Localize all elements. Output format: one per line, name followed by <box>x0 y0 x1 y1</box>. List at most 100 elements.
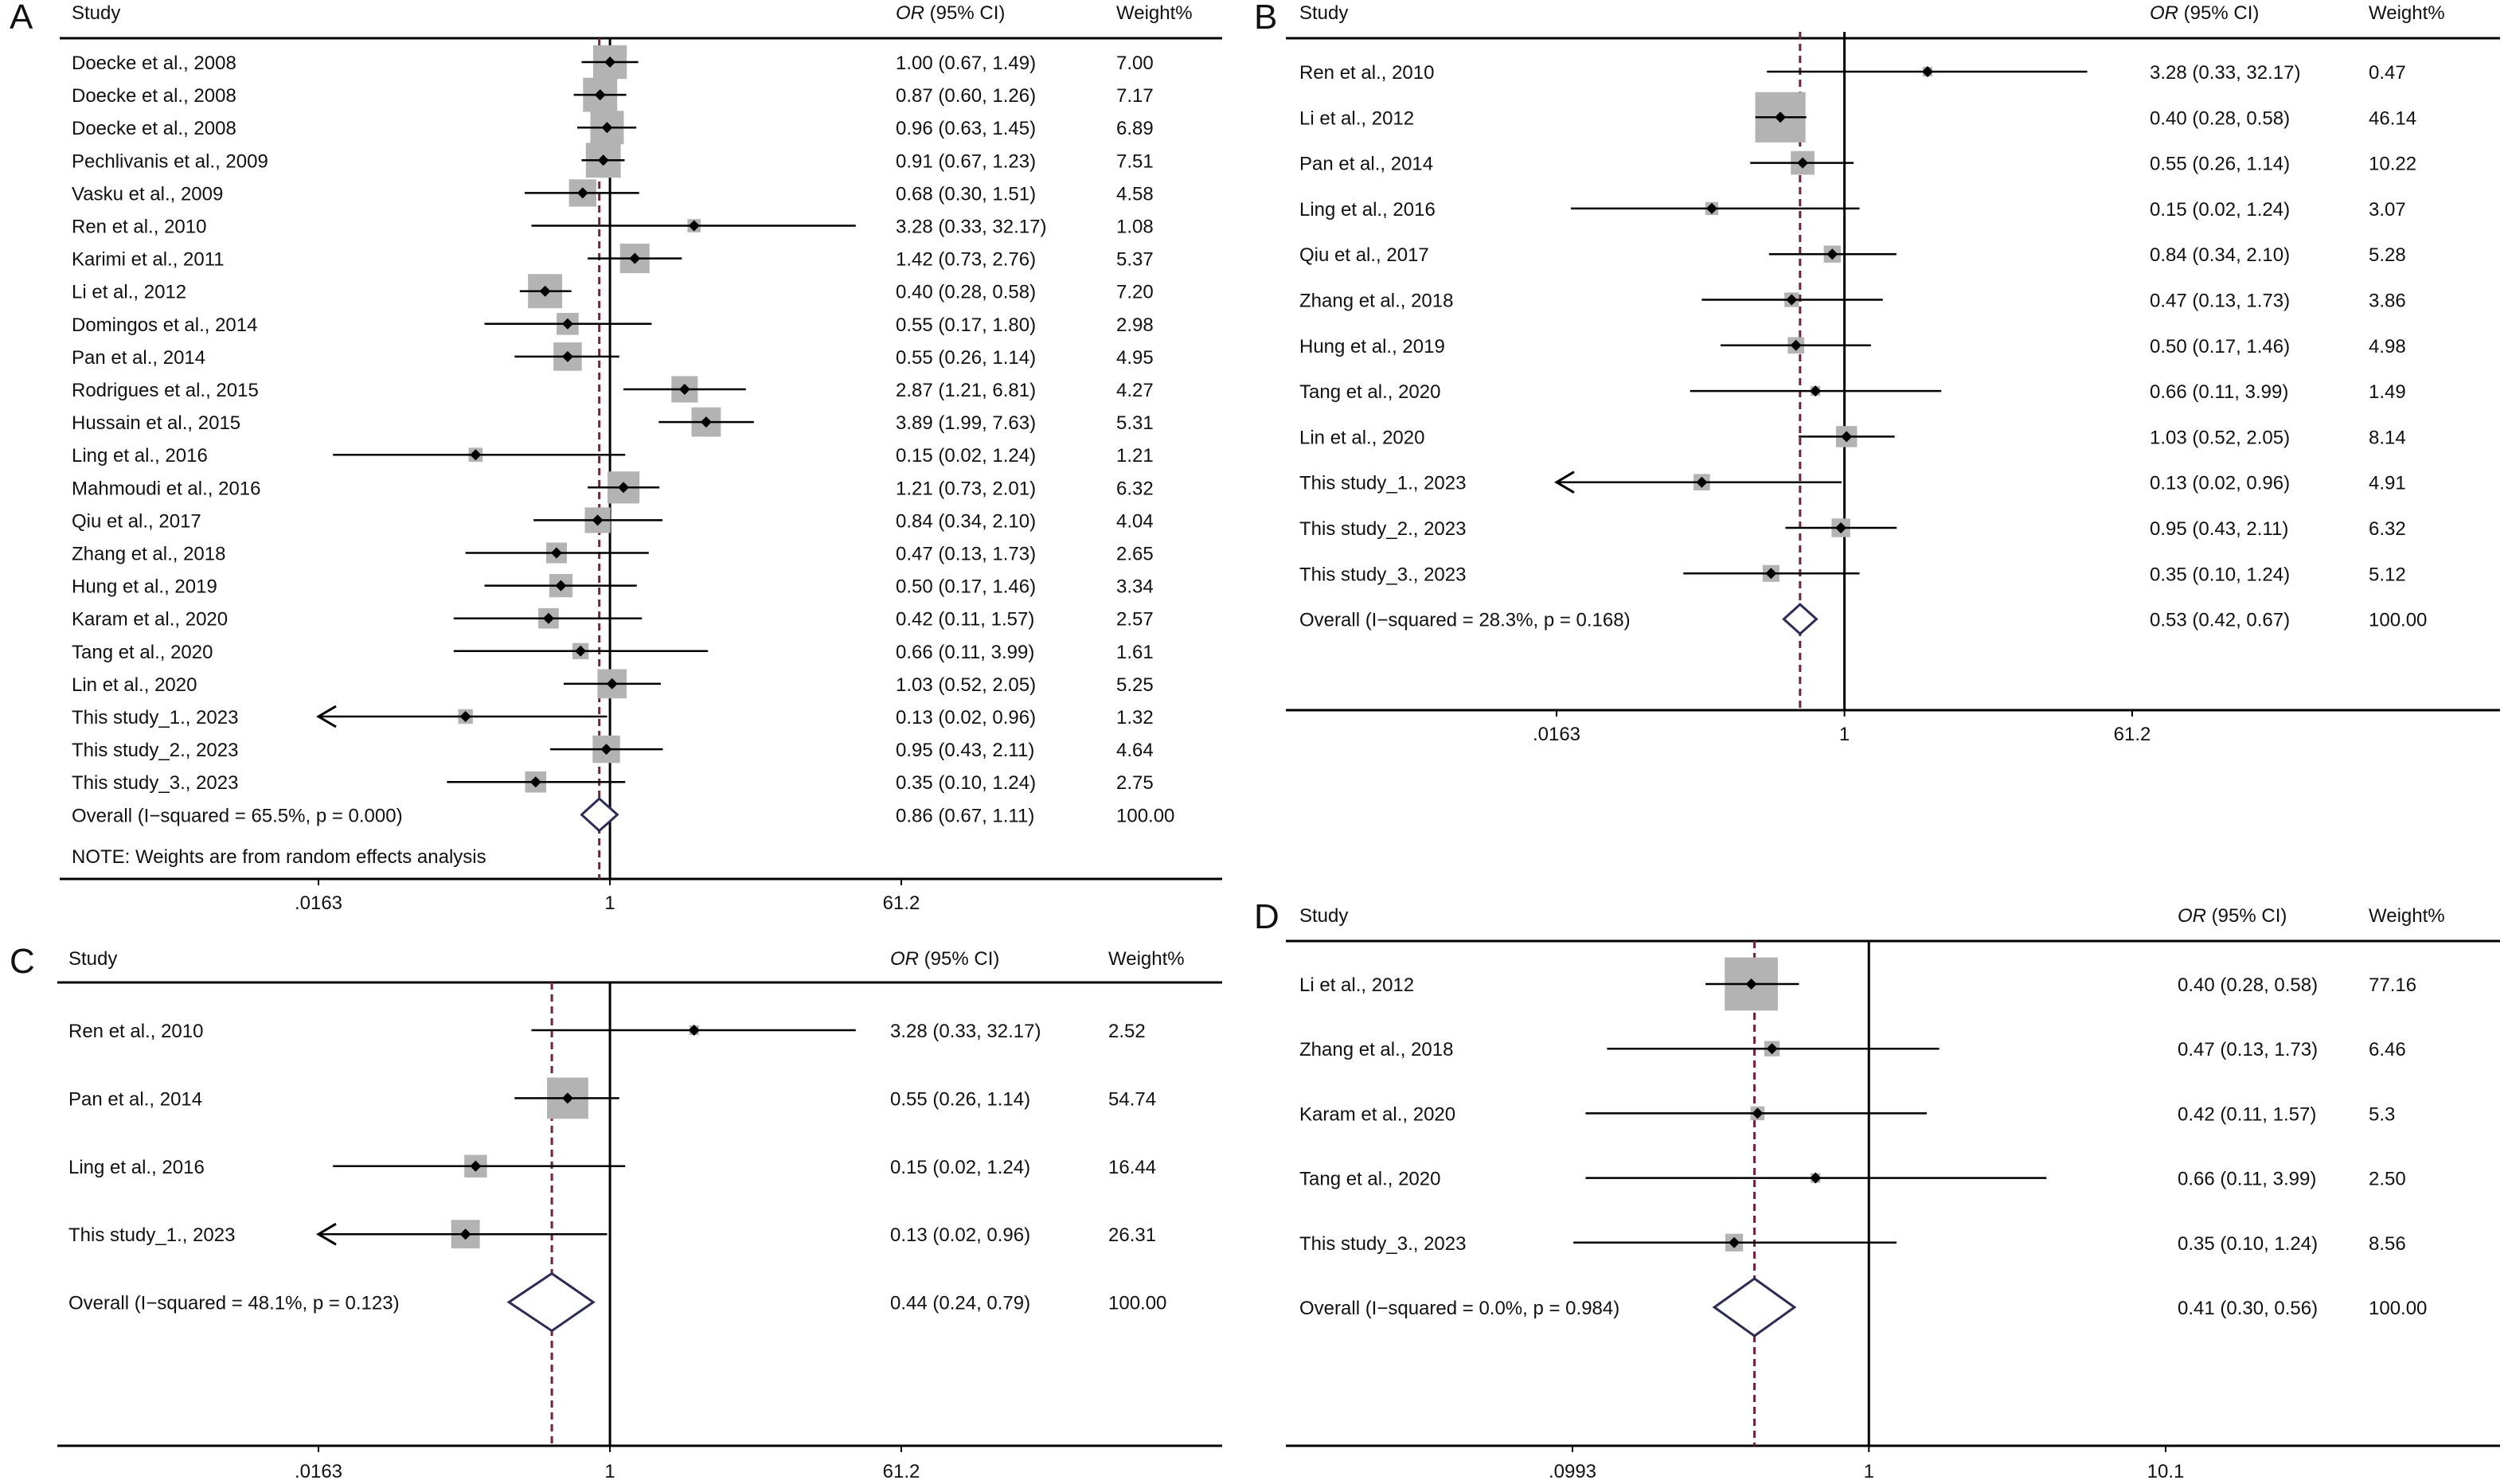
point-estimate <box>1745 978 1757 990</box>
or-ci-value: 0.84 (0.34, 2.10) <box>2150 244 2290 266</box>
weight-value: 4.98 <box>2369 336 2406 357</box>
study-row: Vasku et al., 2009 0.68 (0.30, 1.51) 4.58 <box>72 179 1154 207</box>
overall-weight-value: 100.00 <box>1116 805 1174 826</box>
point-estimate <box>601 122 613 134</box>
or-ci-value: 0.35 (0.10, 1.24) <box>2178 1233 2318 1255</box>
study-label: Tang et al., 2020 <box>72 642 213 663</box>
x-tick-label: 1 <box>1864 1461 1874 1482</box>
study-label: Doecke et al., 2008 <box>72 53 236 74</box>
study-label: Ling et al., 2016 <box>72 445 208 467</box>
or-ci-value: 0.66 (0.11, 3.99) <box>2178 1169 2316 1190</box>
study-row: Qiu et al., 2017 0.84 (0.34, 2.10) 5.28 <box>1299 244 2406 266</box>
point-estimate <box>1705 202 1717 214</box>
study-row: Zhang et al., 2018 0.47 (0.13, 1.73) 2.65 <box>72 542 1154 565</box>
study-label: Ren et al., 2010 <box>72 217 206 238</box>
point-estimate <box>1810 385 1822 397</box>
study-label: This study_1., 2023 <box>68 1224 235 1246</box>
weight-value: 54.74 <box>1108 1088 1156 1110</box>
study-row: Tang et al., 2020 0.66 (0.11, 3.99) 1.49 <box>1299 381 2406 403</box>
study-row: Rodrigues et al., 2015 2.87 (1.21, 6.81) 4… <box>72 376 1154 403</box>
point-estimate <box>470 449 482 461</box>
or-ci-value: 0.87 (0.60, 1.26) <box>896 85 1036 107</box>
weight-value: 1.49 <box>2369 381 2406 403</box>
x-tick-label: 10.1 <box>2147 1461 2185 1482</box>
study-label: Hung et al., 2019 <box>72 576 217 598</box>
study-label: Zhang et al., 2018 <box>1299 291 1453 312</box>
overall-or-ci-value: 0.44 (0.24, 0.79) <box>890 1293 1030 1314</box>
study-label: Domingos et al., 2014 <box>72 314 257 336</box>
forest-panel-b: B Study OR (95% CI) Weight% .0163 1 61.2 Ren et… <box>1254 0 2500 745</box>
point-estimate <box>600 744 612 756</box>
study-row: This study_3., 2023 0.35 (0.10, 1.24) 2.75 <box>72 771 1154 794</box>
study-label: This study_2., 2023 <box>72 740 238 761</box>
study-label: This study_2., 2023 <box>1299 518 1466 540</box>
study-row: Ren et al., 2010 3.28 (0.33, 32.17) 1.08 <box>72 217 1154 238</box>
weight-column-header: Weight% <box>1108 948 1185 970</box>
panel-letter: D <box>1254 897 1279 936</box>
or-ci-value: 0.95 (0.43, 2.11) <box>896 740 1034 761</box>
or-header-rest: (95% CI) <box>919 948 999 970</box>
weight-value: 6.32 <box>1116 478 1154 499</box>
study-row: Li et al., 2012 0.40 (0.28, 0.58) 7.20 <box>72 274 1154 309</box>
study-label: Pan et al., 2014 <box>72 347 205 369</box>
study-label: Karam et al., 2020 <box>1299 1103 1455 1125</box>
study-label: Doecke et al., 2008 <box>72 118 236 139</box>
or-ci-value: 3.89 (1.99, 7.63) <box>896 412 1036 434</box>
or-ci-value: 1.03 (0.52, 2.05) <box>896 674 1036 696</box>
or-column-header: OR (95% CI) <box>896 2 1005 24</box>
study-label: Li et al., 2012 <box>1299 974 1414 996</box>
or-ci-value: 0.66 (0.11, 3.99) <box>2150 381 2288 403</box>
overall-label: Overall (I−squared = 28.3%, p = 0.168) <box>1299 610 1631 631</box>
or-ci-value: 0.42 (0.11, 1.57) <box>2178 1103 2316 1125</box>
x-tick-label: .0163 <box>1533 724 1580 745</box>
study-label: Pan et al., 2014 <box>1299 154 1433 175</box>
ci-arrow-left <box>316 705 337 728</box>
or-ci-value: 0.13 (0.02, 0.96) <box>890 1224 1030 1246</box>
forest-panel-c: C Study OR (95% CI) Weight% .0163 1 61.2 Ren et… <box>10 942 1222 1482</box>
weight-value: 46.14 <box>2369 107 2416 129</box>
study-label: This study_1., 2023 <box>1299 473 1466 494</box>
or-ci-value: 0.55 (0.26, 1.14) <box>890 1088 1030 1110</box>
weight-value: 4.64 <box>1116 740 1154 761</box>
overall-weight-value: 100.00 <box>2369 1298 2427 1319</box>
weight-value: 5.12 <box>2369 564 2406 585</box>
study-label: Tang et al., 2020 <box>1299 1169 1440 1190</box>
study-row: This study_3., 2023 0.35 (0.10, 1.24) 5.12 <box>1299 564 2406 585</box>
point-estimate <box>470 1160 482 1172</box>
study-label: Mahmoudi et al., 2016 <box>72 478 260 499</box>
study-label: Karimi et al., 2011 <box>72 249 225 271</box>
point-estimate <box>1696 476 1708 488</box>
overall-row: Overall (I−squared = 28.3%, p = 0.168) 0.… <box>1299 603 2427 636</box>
or-header-italic: OR <box>2150 2 2178 24</box>
or-ci-value: 0.50 (0.17, 1.46) <box>896 576 1036 598</box>
or-ci-value: 0.35 (0.10, 1.24) <box>2150 564 2290 585</box>
point-estimate <box>606 678 618 689</box>
or-ci-value: 3.28 (0.33, 32.17) <box>890 1021 1041 1042</box>
or-header-rest: (95% CI) <box>2206 905 2287 927</box>
x-tick-label: 1 <box>1839 724 1850 745</box>
weight-value: 2.75 <box>1116 772 1154 794</box>
overall-diamond <box>1712 1277 1797 1338</box>
or-ci-value: 0.40 (0.28, 0.58) <box>896 282 1036 303</box>
weight-value: 4.95 <box>1116 347 1154 369</box>
point-estimate <box>700 416 712 428</box>
study-row: Zhang et al., 2018 0.47 (0.13, 1.73) 3.86 <box>1299 291 2406 312</box>
study-row: Tang et al., 2020 0.66 (0.11, 3.99) 2.50 <box>1299 1169 2406 1190</box>
x-tick-label: 61.2 <box>883 1461 920 1482</box>
study-label: Ren et al., 2010 <box>1299 62 1434 84</box>
x-tick-label: 1 <box>604 1461 615 1482</box>
or-ci-value: 1.21 (0.73, 2.01) <box>896 478 1036 499</box>
overall-label: Overall (I−squared = 48.1%, p = 0.123) <box>68 1293 400 1314</box>
study-label: This study_3., 2023 <box>1299 1233 1466 1255</box>
point-estimate <box>561 318 573 330</box>
study-row: Tang et al., 2020 0.66 (0.11, 3.99) 1.61 <box>72 642 1154 663</box>
forest-panel-d: D Study OR (95% CI) Weight% .0993 1 10.1 Li et … <box>1254 897 2500 1482</box>
study-label: Doecke et al., 2008 <box>72 85 236 107</box>
weight-value: 2.98 <box>1116 314 1154 336</box>
study-row: Ling et al., 2016 0.15 (0.02, 1.24) 3.07 <box>1299 199 2406 221</box>
study-row: This study_3., 2023 0.35 (0.10, 1.24) 8.56 <box>1299 1233 2406 1255</box>
weight-value: 1.61 <box>1116 642 1154 663</box>
study-row: Lin et al., 2020 1.03 (0.52, 2.05) 5.25 <box>72 669 1154 699</box>
